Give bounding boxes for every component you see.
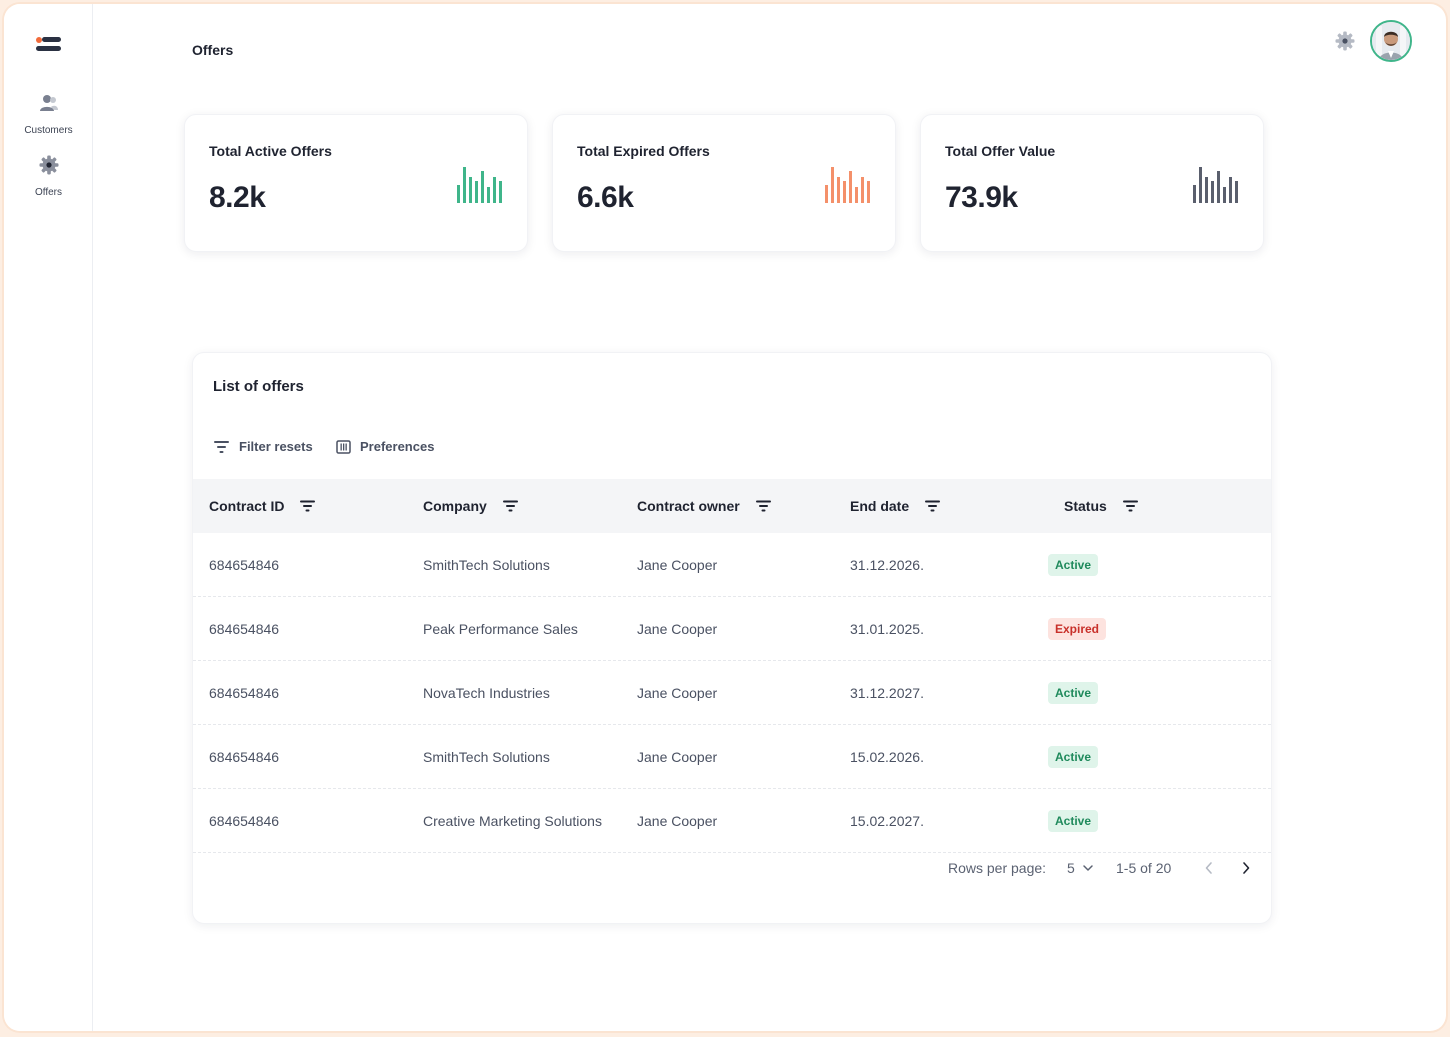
column-header-label: End date	[850, 498, 910, 514]
cell-end-date: 15.02.2026.	[850, 749, 924, 765]
cell-company: Creative Marketing Solutions	[423, 813, 602, 829]
chevron-left-icon	[1205, 862, 1212, 874]
stat-title: Total Expired Offers	[577, 143, 710, 159]
column-header-contract-id[interactable]: Contract ID	[209, 479, 316, 533]
cell-status: Active	[1048, 661, 1099, 725]
gear-icon	[39, 155, 58, 175]
app-window: Customers Offers Offers	[4, 4, 1446, 1031]
cell-company: SmithTech Solutions	[423, 749, 550, 765]
sidebar-item-customers[interactable]: Customers	[4, 92, 93, 138]
rows-per-page-label: Rows per page:	[948, 860, 1047, 876]
stat-title: Total Offer Value	[945, 143, 1056, 159]
column-filter-icon[interactable]	[1122, 500, 1138, 512]
cell-contract-id: 684654846	[209, 621, 280, 637]
table-row[interactable]: 684654846 Peak Performance Sales Jane Co…	[193, 597, 1271, 661]
cell-company: Peak Performance Sales	[423, 621, 578, 637]
table-row[interactable]: 684654846 NovaTech Industries Jane Coope…	[193, 661, 1271, 725]
table-row[interactable]: 684654846 SmithTech Solutions Jane Coope…	[193, 533, 1271, 597]
column-header-label: Contract ID	[209, 498, 285, 514]
stat-card-offer-value: Total Offer Value 73.9k	[920, 114, 1264, 252]
cell-status: Active	[1048, 789, 1099, 853]
cell-contract-owner: Jane Cooper	[637, 685, 718, 701]
cell-end-date: 31.12.2027.	[850, 685, 924, 701]
cell-contract-owner: Jane Cooper	[637, 621, 718, 637]
users-icon	[39, 95, 58, 111]
offers-table-card: List of offers Filter resets Preferences…	[192, 352, 1272, 924]
cell-end-date: 31.12.2026.	[850, 557, 924, 573]
sidebar: Customers Offers	[4, 4, 93, 1031]
bar-sparkline-icon	[1193, 167, 1238, 203]
avatar[interactable]	[1370, 20, 1412, 62]
status-badge: Active	[1048, 554, 1099, 576]
chevron-down-icon	[1083, 865, 1093, 871]
stat-value: 73.9k	[945, 181, 1018, 214]
chevron-right-icon	[1243, 862, 1250, 874]
next-page-button[interactable]	[1241, 853, 1251, 883]
status-badge: Active	[1048, 810, 1099, 832]
bar-sparkline-icon	[457, 167, 502, 203]
stat-card-active-offers: Total Active Offers 8.2k	[184, 114, 528, 252]
column-header-label: Status	[1064, 498, 1107, 514]
filter-resets-button[interactable]: Filter resets	[213, 439, 313, 454]
cell-contract-id: 684654846	[209, 557, 280, 573]
column-header-contract-owner[interactable]: Contract owner	[637, 479, 771, 533]
table-row[interactable]: 684654846 SmithTech Solutions Jane Coope…	[193, 725, 1271, 789]
cell-contract-owner: Jane Cooper	[637, 749, 718, 765]
filter-resets-label: Filter resets	[239, 439, 313, 454]
cell-contract-id: 684654846	[209, 749, 280, 765]
column-filter-icon[interactable]	[502, 500, 518, 512]
filter-icon	[214, 440, 229, 453]
page-title: Offers	[192, 42, 234, 58]
sidebar-item-offers[interactable]: Offers	[4, 154, 93, 200]
cell-company: SmithTech Solutions	[423, 557, 550, 573]
cell-contract-id: 684654846	[209, 813, 280, 829]
table-row[interactable]: 684654846 Creative Marketing Solutions J…	[193, 789, 1271, 853]
user-photo-icon	[1372, 22, 1410, 60]
status-badge: Expired	[1048, 618, 1107, 640]
status-badge: Active	[1048, 682, 1099, 704]
bar-sparkline-icon	[825, 167, 870, 203]
cell-company: NovaTech Industries	[423, 685, 550, 701]
cell-contract-id: 684654846	[209, 685, 280, 701]
column-filter-icon[interactable]	[925, 500, 941, 512]
stat-value: 6.6k	[577, 181, 634, 214]
cell-status: Active	[1048, 725, 1099, 789]
sidebar-item-label: Offers	[34, 187, 63, 198]
status-badge: Active	[1048, 746, 1099, 768]
table-title: List of offers	[213, 378, 304, 395]
stat-value: 8.2k	[209, 181, 266, 214]
rows-per-page-select[interactable]: 5	[1067, 853, 1094, 883]
cell-end-date: 31.01.2025.	[850, 621, 924, 637]
column-header-end-date[interactable]: End date	[850, 479, 941, 533]
column-header-label: Company	[423, 498, 487, 514]
preferences-button[interactable]: Preferences	[336, 439, 434, 454]
column-header-label: Contract owner	[637, 498, 740, 514]
table-header: Contract ID Company Contract owner End d…	[193, 479, 1271, 533]
column-header-company[interactable]: Company	[423, 479, 518, 533]
sidebar-item-label: Customers	[24, 125, 73, 136]
column-filter-icon[interactable]	[300, 500, 316, 512]
menu-logo-icon[interactable]	[34, 36, 64, 56]
page-range: 1-5 of 20	[1116, 860, 1172, 876]
settings-gear-icon[interactable]	[1334, 30, 1356, 52]
stat-card-expired-offers: Total Expired Offers 6.6k	[552, 114, 896, 252]
column-header-status[interactable]: Status	[1064, 479, 1138, 533]
cell-status: Expired	[1048, 597, 1107, 661]
columns-icon	[336, 439, 351, 454]
stat-title: Total Active Offers	[209, 143, 332, 159]
cell-end-date: 15.02.2027.	[850, 813, 924, 829]
prev-page-button[interactable]	[1204, 853, 1214, 883]
preferences-label: Preferences	[360, 439, 435, 454]
cell-contract-owner: Jane Cooper	[637, 557, 718, 573]
rows-per-page-value: 5	[1067, 860, 1075, 876]
column-filter-icon[interactable]	[755, 500, 771, 512]
cell-status: Active	[1048, 533, 1099, 597]
cell-contract-owner: Jane Cooper	[637, 813, 718, 829]
